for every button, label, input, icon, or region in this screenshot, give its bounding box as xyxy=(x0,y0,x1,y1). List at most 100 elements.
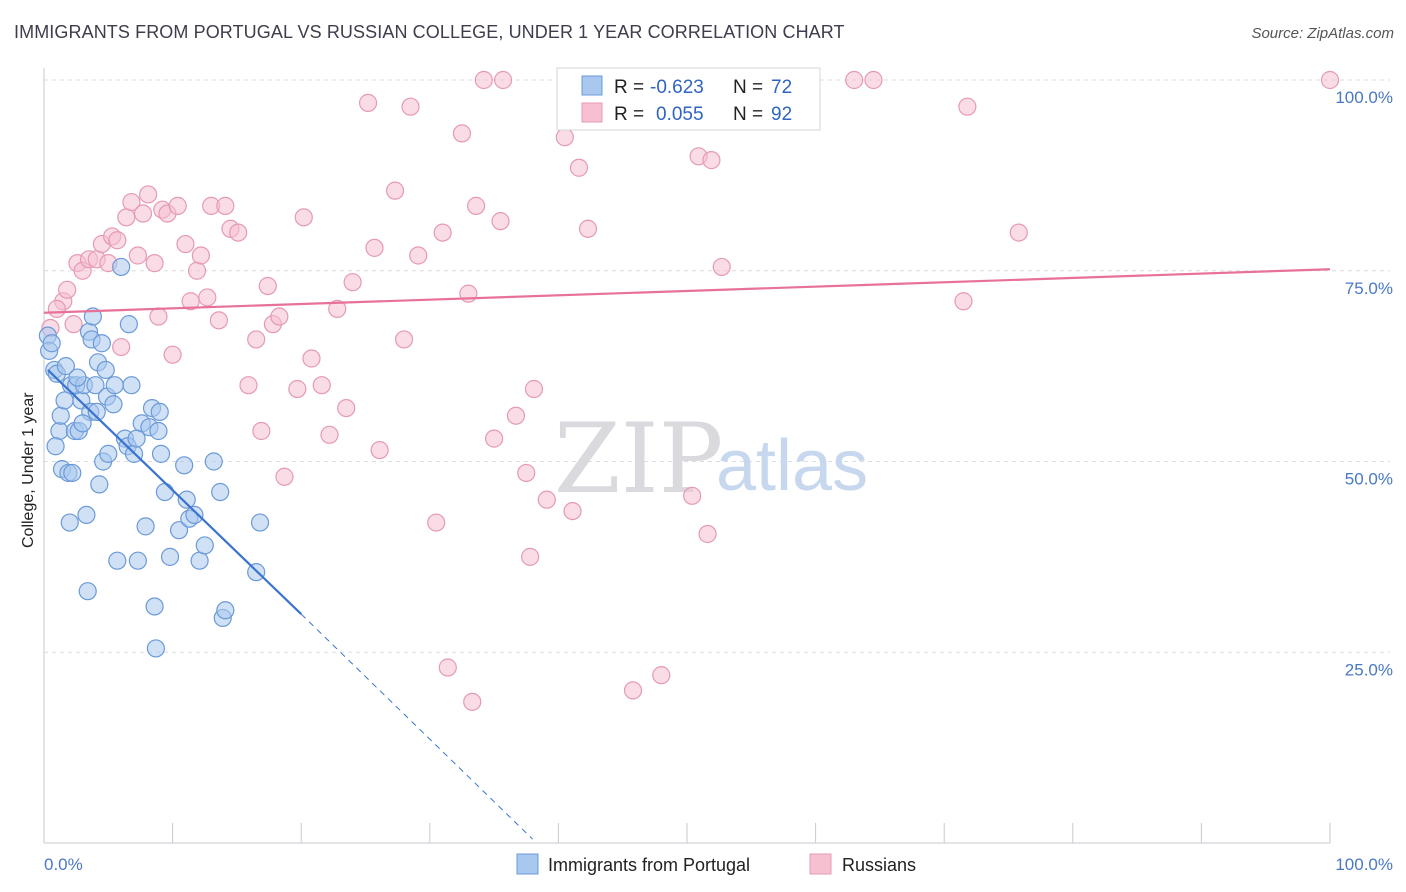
y-tick-label-50: 50.0% xyxy=(1345,470,1393,489)
russians-point-14 xyxy=(128,246,147,265)
portugal-point-25 xyxy=(87,402,106,422)
portugal-point-31 xyxy=(99,444,118,463)
russians-point-31 xyxy=(229,223,248,242)
russians-point-84 xyxy=(958,97,977,116)
stats-legend-swatch-blue xyxy=(581,75,603,96)
russians-point-67 xyxy=(537,490,556,509)
russians-point-58 xyxy=(466,196,486,215)
russians-point-75 xyxy=(683,486,702,505)
stats-legend-n-value-1: 72 xyxy=(771,77,792,98)
russians-point-88 xyxy=(463,692,482,711)
bottom-legend-swatch-pink xyxy=(809,853,832,875)
portugal-point-40 xyxy=(128,551,147,570)
russians-point-13 xyxy=(122,192,141,212)
portugal-trendline xyxy=(47,369,302,615)
portugal-point-8 xyxy=(56,357,75,376)
russians-point-33 xyxy=(247,330,266,349)
russians-point-12 xyxy=(117,208,136,227)
russians-point-37 xyxy=(270,307,289,326)
portugal-point-57 xyxy=(190,551,209,570)
russians-point-45 xyxy=(337,398,356,418)
russians-point-26 xyxy=(198,288,217,307)
portugal-point-49 xyxy=(151,444,171,463)
russians-point-68 xyxy=(555,128,574,147)
x-tick-label-min: 0.0% xyxy=(44,855,83,874)
stats-legend-r-value-1: -0.623 xyxy=(650,77,704,98)
portugal-point-12 xyxy=(63,463,82,483)
portugal-point-10 xyxy=(60,513,79,532)
portugal-point-69 xyxy=(55,391,74,410)
portugal-point-48 xyxy=(150,402,169,422)
russians-point-81 xyxy=(845,70,864,90)
russians-point-63 xyxy=(506,406,526,425)
russians-point-29 xyxy=(216,196,235,215)
series-russians xyxy=(41,70,1340,711)
russians-point-59 xyxy=(474,70,493,90)
portugal-point-65 xyxy=(105,376,124,395)
portugal-point-33 xyxy=(108,551,127,570)
russians-point-21 xyxy=(168,196,187,215)
russians-point-66 xyxy=(521,547,540,566)
russians-point-64 xyxy=(517,463,536,483)
chart-title: IMMIGRANTS FROM PORTUGAL VS RUSSIAN COLL… xyxy=(14,22,845,42)
russians-point-17 xyxy=(145,254,164,273)
stats-legend-swatch-pink xyxy=(581,102,603,123)
russians-point-51 xyxy=(394,330,414,349)
russians-point-91 xyxy=(112,337,131,357)
portugal-point-47 xyxy=(149,421,168,441)
russians-point-41 xyxy=(302,349,321,368)
russians-point-52 xyxy=(401,97,420,116)
russians-trendline xyxy=(43,268,1331,314)
russians-point-42 xyxy=(312,376,331,395)
stats-legend-n-value-2: 92 xyxy=(771,104,792,125)
portugal-point-60 xyxy=(211,482,230,502)
portugal-point-42 xyxy=(136,517,155,536)
bottom-legend-label-russians: Russians xyxy=(842,855,916,875)
russians-point-53 xyxy=(409,246,428,265)
russians-point-56 xyxy=(452,124,472,143)
russians-point-50 xyxy=(385,181,405,200)
bottom-legend-swatch-blue xyxy=(516,853,539,875)
russians-point-54 xyxy=(427,513,446,532)
russians-point-39 xyxy=(288,379,307,399)
source-label: Source: ZipAtlas.com xyxy=(1251,25,1394,42)
russians-point-48 xyxy=(365,238,384,257)
russians-point-11 xyxy=(108,231,127,250)
russians-point-85 xyxy=(1009,223,1028,242)
portugal-point-62 xyxy=(216,601,235,620)
russians-point-62 xyxy=(491,212,510,231)
russians-point-49 xyxy=(370,440,389,460)
russians-point-71 xyxy=(578,219,598,238)
portugal-trendline-extension xyxy=(300,613,534,840)
y-axis-label: College, Under 1 year xyxy=(20,392,37,548)
russians-point-24 xyxy=(187,261,207,280)
portugal-point-46 xyxy=(146,639,165,658)
russians-point-60 xyxy=(485,429,504,448)
russians-point-15 xyxy=(133,204,153,223)
russians-point-89 xyxy=(47,299,66,318)
russians-point-25 xyxy=(191,246,210,265)
stats-legend-n-label-1: N = xyxy=(733,77,763,98)
russians-point-43 xyxy=(320,425,339,444)
russians-point-79 xyxy=(712,257,731,277)
portugal-point-51 xyxy=(160,547,180,566)
portugal-point-32 xyxy=(104,395,123,414)
portugal-point-53 xyxy=(175,456,194,475)
russians-point-47 xyxy=(358,93,378,112)
russians-point-38 xyxy=(275,467,294,486)
russians-point-44 xyxy=(328,299,347,318)
portugal-point-68 xyxy=(68,368,87,387)
y-tick-label-100: 100.0% xyxy=(1335,88,1393,107)
russians-point-73 xyxy=(623,681,643,700)
x-tick-label-max: 100.0% xyxy=(1335,855,1393,874)
portugal-point-5 xyxy=(50,421,69,441)
russians-point-87 xyxy=(438,658,457,677)
portugal-point-66 xyxy=(127,429,146,448)
russians-point-40 xyxy=(294,208,313,227)
stats-legend-r-value-2: 0.055 xyxy=(656,104,704,125)
portugal-point-71 xyxy=(90,475,109,494)
bottom-legend: Immigrants from Portugal Russians xyxy=(516,853,916,875)
russians-point-20 xyxy=(163,345,182,364)
russians-point-65 xyxy=(524,379,544,399)
